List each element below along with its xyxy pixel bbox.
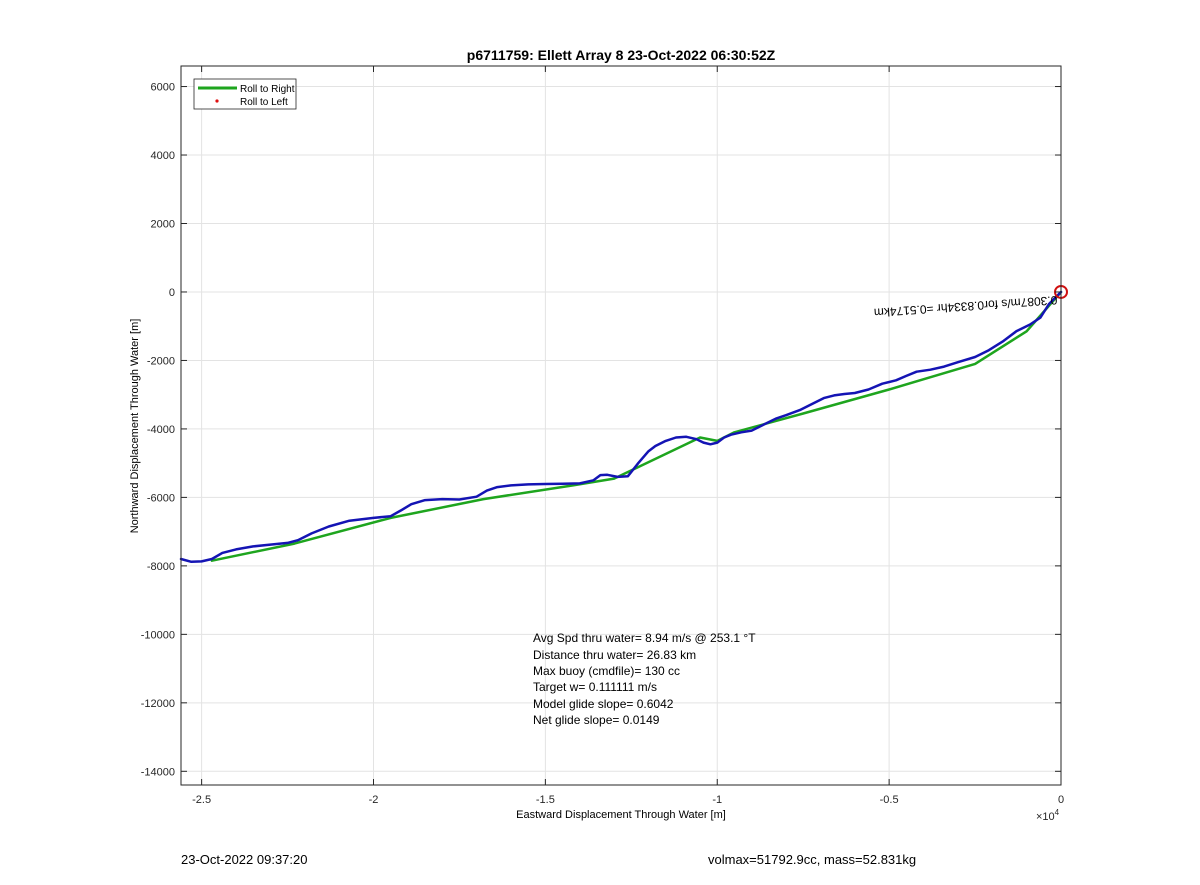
y-tick-label: 4000 (151, 150, 175, 162)
y-tick-label: -8000 (147, 561, 175, 573)
y-axis-label: Northward Displacement Through Water [m] (129, 319, 141, 534)
track-series-line (179, 290, 1063, 564)
stats-text-box: Avg Spd thru water= 8.94 m/s @ 253.1 °T … (533, 631, 756, 727)
footer-timestamp: 23-Oct-2022 09:37:20 (181, 852, 308, 867)
x-tick-label: 0 (1058, 794, 1064, 806)
roll-right-series-line (210, 290, 1063, 562)
plot-area (181, 66, 1061, 785)
x-axis-label: Eastward Displacement Through Water [m] (516, 809, 726, 821)
y-tick-label: 2000 (151, 218, 175, 230)
grid-lines (181, 66, 1062, 785)
x-tick-label: -1.5 (536, 794, 555, 806)
stats-line: Model glide slope= 0.6042 (533, 697, 674, 711)
y-tick-label: -4000 (147, 424, 175, 436)
plot-frame (180, 65, 1062, 786)
y-tick-label: -2000 (147, 355, 175, 367)
stats-line: Target w= 0.111111 m/s (533, 680, 657, 694)
x-exponent-base: ×10 (1036, 811, 1055, 823)
x-tick-label: -2.5 (192, 794, 211, 806)
svg-text:×104: ×104 (1036, 808, 1060, 823)
x-tick-label: -2 (369, 794, 379, 806)
x-tick-label: -0.5 (880, 794, 899, 806)
y-tick-label: -6000 (147, 492, 175, 504)
stats-line: Max buoy (cmdfile)= 130 cc (533, 664, 680, 678)
y-tick-label: -12000 (141, 698, 175, 710)
chart-title: p6711759: Ellett Array 8 23-Oct-2022 06:… (467, 47, 776, 63)
footer-vol-mass: volmax=51792.9cc, mass=52.831kg (708, 852, 917, 867)
legend-roll-right-label: Roll to Right (240, 84, 295, 95)
stats-line: Net glide slope= 0.0149 (533, 713, 660, 727)
legend: Roll to Right Roll to Left (193, 78, 297, 110)
stats-line: Avg Spd thru water= 8.94 m/s @ 253.1 °T (533, 631, 756, 645)
legend-roll-left-label: Roll to Left (240, 97, 288, 108)
axis-ticks: -2.5 -2 -1.5 -1 -0.5 0 6000 4000 2000 0 -2000 -4000… (141, 66, 1064, 806)
legend-box (193, 78, 297, 110)
y-tick-label: 0 (169, 287, 175, 299)
legend-roll-left-swatch (215, 99, 219, 103)
y-tick-label: -14000 (141, 766, 175, 778)
stats-line: Distance thru water= 26.83 km (533, 648, 696, 662)
y-tick-label: 6000 (151, 82, 175, 94)
x-tick-label: -1 (712, 794, 722, 806)
y-tick-label: -10000 (141, 629, 175, 641)
x-axis-exponent: ×104 (1036, 808, 1060, 823)
x-exponent-power: 4 (1055, 808, 1060, 817)
